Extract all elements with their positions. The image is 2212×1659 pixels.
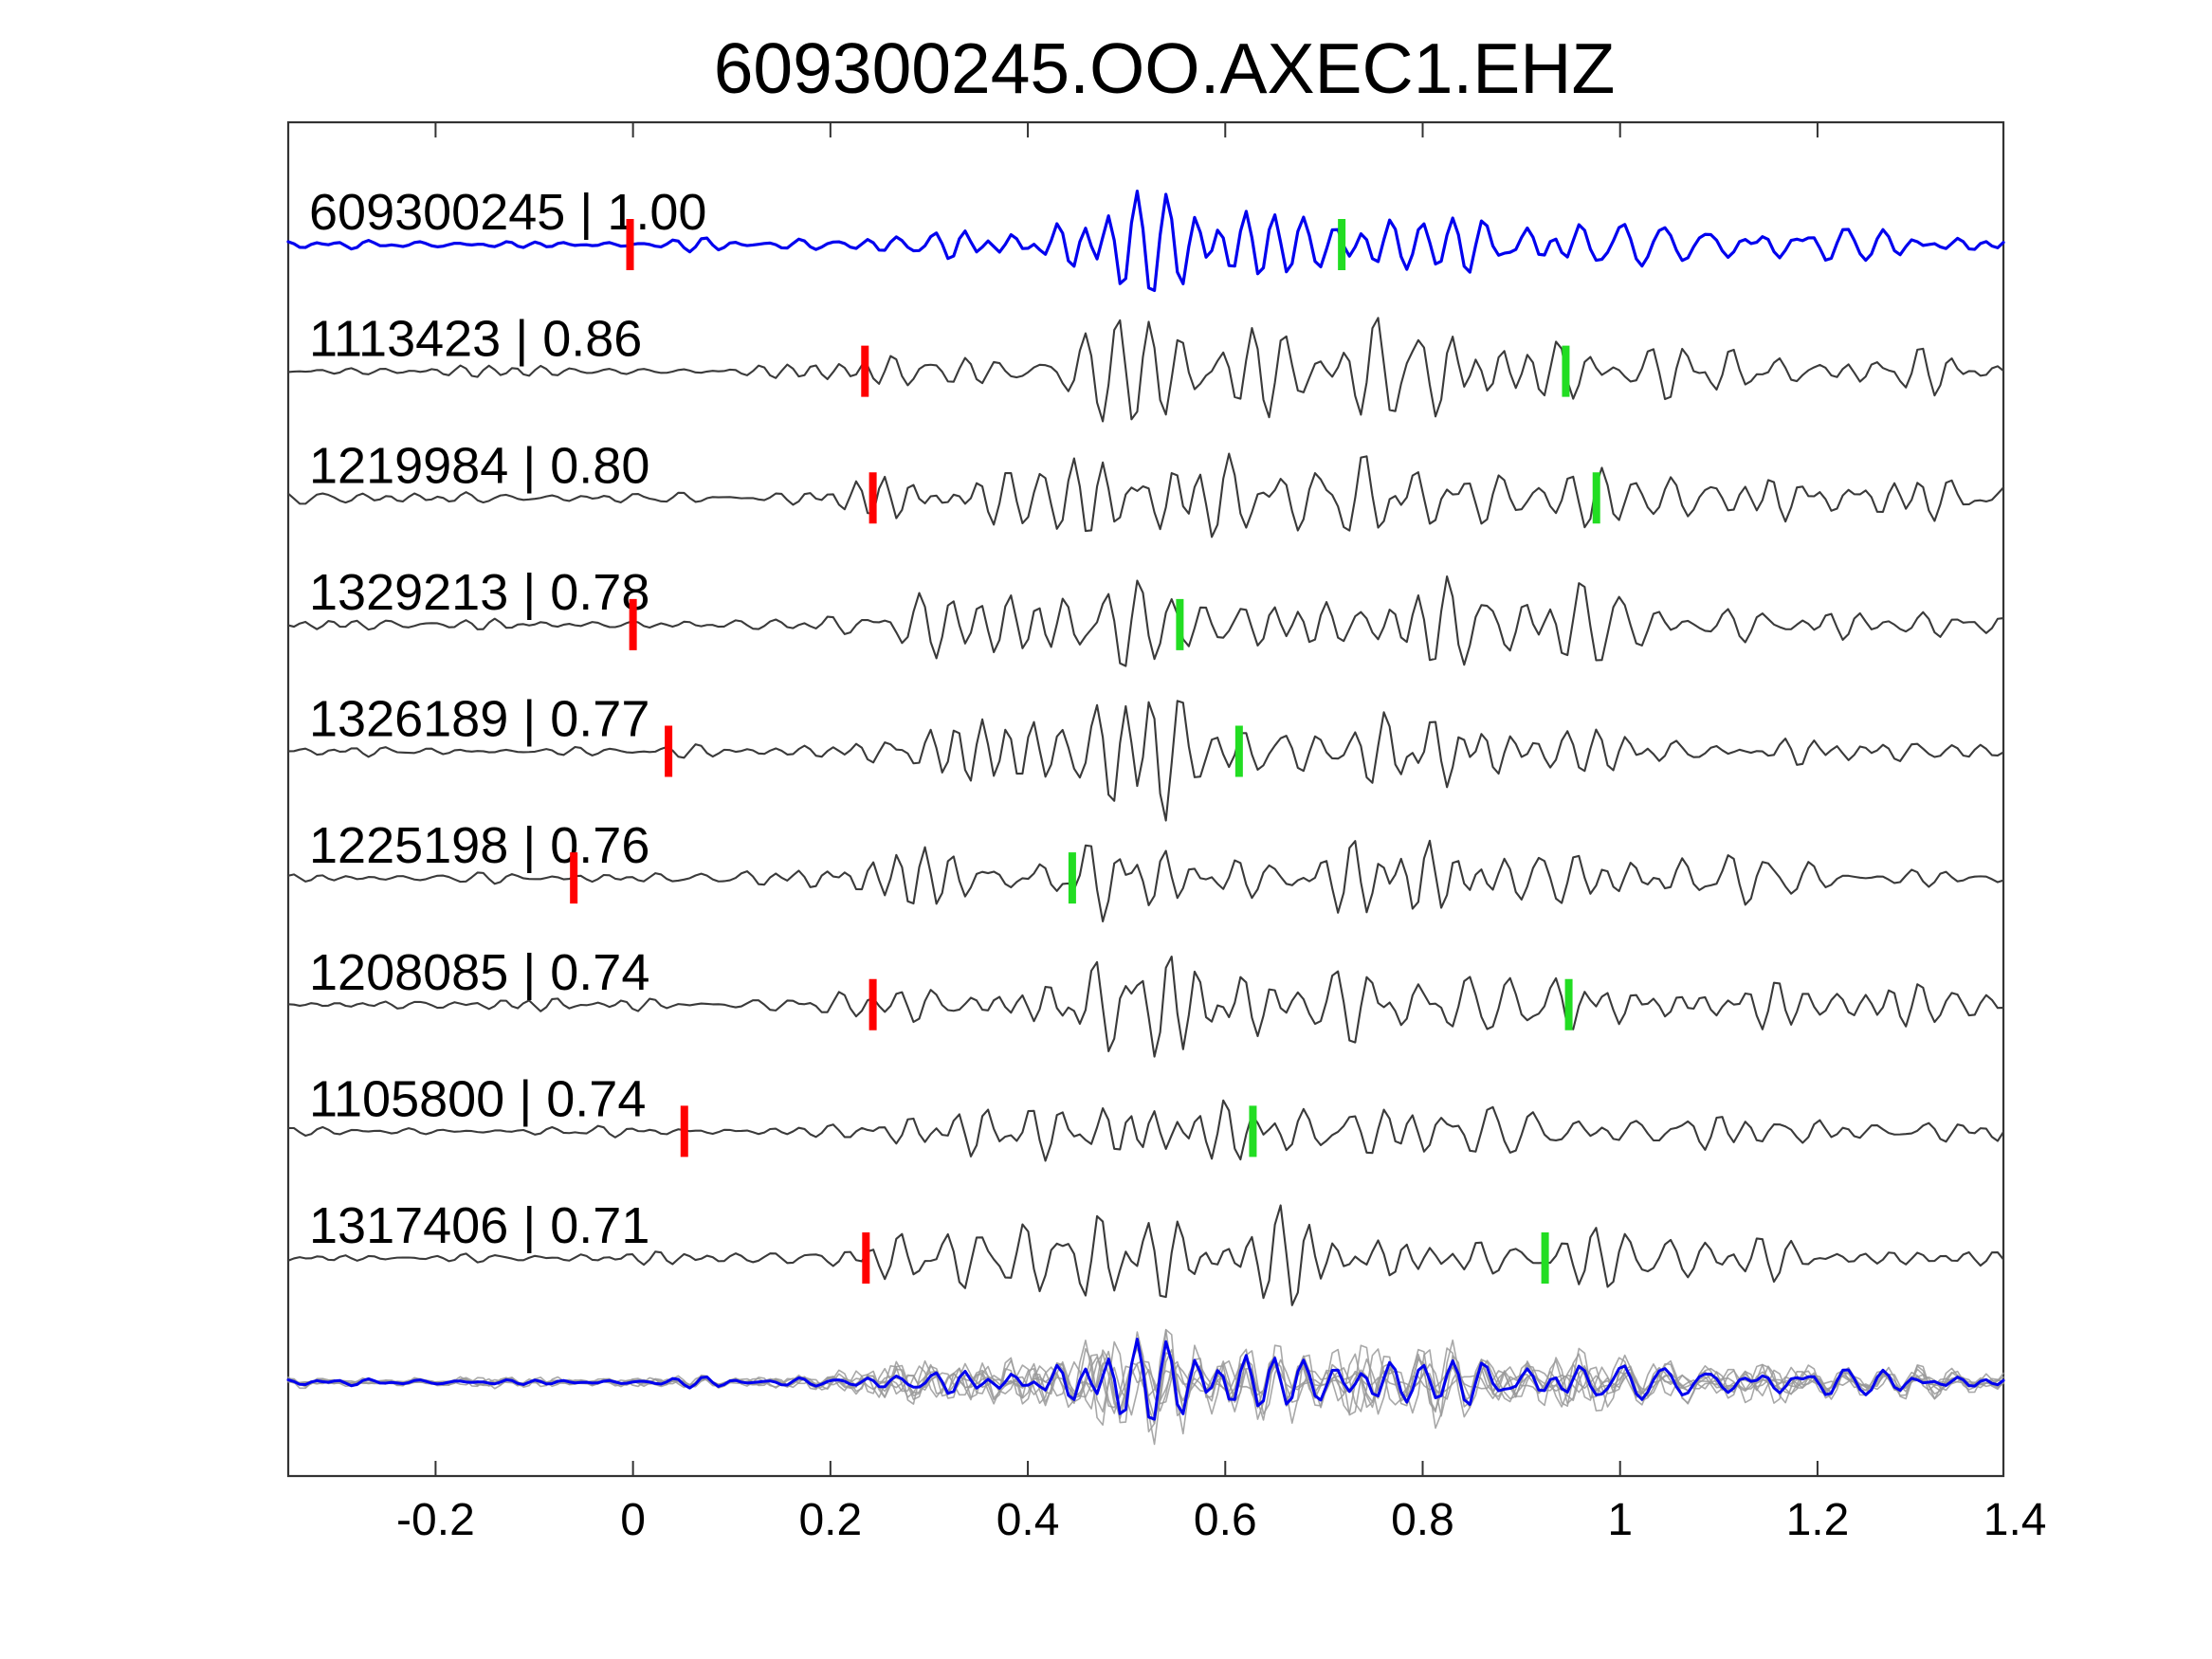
svg-text:0.6: 0.6 — [1194, 1495, 1257, 1545]
svg-text:0: 0 — [620, 1495, 646, 1545]
svg-text:1317406 | 0.71: 1317406 | 0.71 — [309, 1197, 649, 1254]
svg-text:1225198 | 0.76: 1225198 | 0.76 — [309, 817, 649, 874]
svg-text:1208085 | 0.74: 1208085 | 0.74 — [309, 944, 649, 1001]
svg-text:0.8: 0.8 — [1391, 1495, 1454, 1545]
svg-text:1: 1 — [1607, 1495, 1633, 1545]
svg-text:1326189 | 0.77: 1326189 | 0.77 — [309, 691, 649, 748]
svg-text:1329213 | 0.78: 1329213 | 0.78 — [309, 564, 649, 621]
svg-text:1105800 | 0.74: 1105800 | 0.74 — [309, 1070, 646, 1127]
svg-text:1.2: 1.2 — [1786, 1495, 1850, 1545]
svg-text:609300245 | 1.00: 609300245 | 1.00 — [309, 184, 706, 241]
svg-text:609300245.OO.AXEC1.EHZ: 609300245.OO.AXEC1.EHZ — [714, 28, 1616, 108]
svg-text:1113423 | 0.86: 1113423 | 0.86 — [309, 311, 642, 368]
svg-text:1219984 | 0.80: 1219984 | 0.80 — [309, 437, 649, 494]
svg-text:-0.2: -0.2 — [396, 1495, 475, 1545]
svg-text:0.4: 0.4 — [996, 1495, 1060, 1545]
svg-text:1.4: 1.4 — [1983, 1495, 2047, 1545]
svg-text:0.2: 0.2 — [798, 1495, 862, 1545]
